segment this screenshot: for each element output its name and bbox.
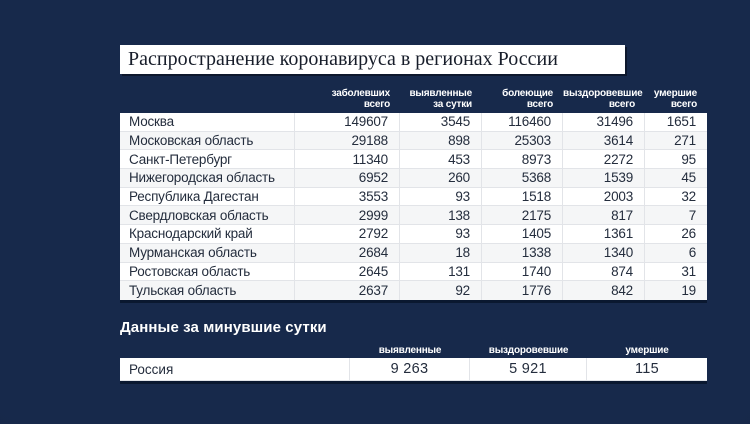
daily-table: выявленные выздоровевшие умершие Россия 9 2… bbox=[120, 345, 707, 384]
region-value-cell: 31496 bbox=[563, 113, 645, 132]
region-value-cell: 32 bbox=[645, 187, 707, 207]
daily-value-cell: 9 263 bbox=[350, 358, 470, 381]
region-value-cell: 6 bbox=[645, 243, 707, 263]
region-value-cell: 3545 bbox=[400, 113, 482, 132]
region-name-cell: Тульская область bbox=[120, 281, 295, 300]
region-value-cell: 874 bbox=[563, 262, 645, 282]
region-value-cell: 92 bbox=[400, 281, 482, 300]
region-value-cell: 817 bbox=[563, 206, 645, 226]
region-name-cell: Московская область bbox=[120, 131, 295, 151]
region-value-cell: 2637 bbox=[295, 281, 400, 300]
region-value-cell: 11340 bbox=[295, 150, 400, 170]
region-value-cell: 131 bbox=[400, 262, 482, 282]
daily-section-label: Данные за минувшие сутки bbox=[120, 319, 327, 336]
region-value-cell: 453 bbox=[400, 150, 482, 170]
region-value-cell: 29188 bbox=[295, 131, 400, 151]
daily-column-header bbox=[120, 345, 350, 358]
region-value-cell: 2645 bbox=[295, 262, 400, 282]
region-column-header: выздоровевшие всего bbox=[563, 88, 643, 110]
region-value-cell: 842 bbox=[563, 281, 645, 300]
region-value-cell: 138 bbox=[400, 206, 482, 226]
region-column-header: заболевших всего bbox=[331, 88, 391, 110]
region-value-cell: 116460 bbox=[482, 113, 563, 132]
daily-table-header-row: выявленные выздоровевшие умершие bbox=[120, 345, 707, 358]
region-value-cell: 95 bbox=[645, 150, 707, 170]
region-name-cell: Ростовская область bbox=[120, 262, 295, 282]
region-row: Тульская область 2637 92 1776 842 19 bbox=[120, 281, 707, 300]
region-value-cell: 1340 bbox=[563, 243, 645, 263]
daily-row: Россия 9 263 5 921 115 bbox=[120, 358, 707, 381]
region-name-cell: Москва bbox=[120, 113, 295, 132]
region-row: Мурманская область 2684 18 1338 1340 6 bbox=[120, 243, 707, 263]
region-value-cell: 19 bbox=[645, 281, 707, 300]
daily-value-cell: 5 921 bbox=[470, 358, 587, 381]
region-value-cell: 1740 bbox=[482, 262, 563, 282]
region-value-cell: 3553 bbox=[295, 187, 400, 207]
region-value-cell: 1338 bbox=[482, 243, 563, 263]
region-value-cell: 31 bbox=[645, 262, 707, 282]
region-value-cell: 6952 bbox=[295, 169, 400, 188]
region-value-cell: 8973 bbox=[482, 150, 563, 170]
region-column-header: выявленные за сутки bbox=[409, 88, 472, 110]
page-title: Распространение коронавируса в регионах … bbox=[120, 45, 625, 74]
region-value-cell: 260 bbox=[400, 169, 482, 188]
region-name-cell: Санкт-Петербург bbox=[120, 150, 295, 170]
region-value-cell: 93 bbox=[400, 225, 482, 244]
region-row: Свердловская область 2999 138 2175 817 7 bbox=[120, 206, 707, 226]
region-value-cell: 7 bbox=[645, 206, 707, 226]
region-row: Москва 149607 3545 116460 31496 1651 bbox=[120, 113, 707, 132]
region-value-cell: 5368 bbox=[482, 169, 563, 188]
region-name-cell: Нижегородская область bbox=[120, 169, 295, 188]
region-value-cell: 149607 bbox=[295, 113, 400, 132]
region-value-cell: 2003 bbox=[563, 187, 645, 207]
region-name-cell: Свердловская область bbox=[120, 206, 295, 226]
region-row: Ростовская область 2645 131 1740 874 31 bbox=[120, 262, 707, 282]
region-row: Нижегородская область 6952 260 5368 1539 45 bbox=[120, 169, 707, 188]
region-name-cell: Мурманская область bbox=[120, 243, 295, 263]
region-value-cell: 1361 bbox=[563, 225, 645, 244]
region-value-cell: 1776 bbox=[482, 281, 563, 300]
daily-column-header: выздоровевшие bbox=[488, 345, 569, 356]
region-value-cell: 2792 bbox=[295, 225, 400, 244]
region-row: Республика Дагестан 3553 93 1518 2003 32 bbox=[120, 187, 707, 207]
region-value-cell: 25303 bbox=[482, 131, 563, 151]
region-row: Краснодарский край 2792 93 1405 1361 26 bbox=[120, 225, 707, 244]
region-row: Санкт-Петербург 11340 453 8973 2272 95 bbox=[120, 150, 707, 170]
regions-table-header-row: заболевших всего выявленные за сутки болею… bbox=[120, 86, 707, 113]
region-value-cell: 2272 bbox=[563, 150, 645, 170]
daily-name-cell: Россия bbox=[120, 358, 350, 381]
daily-column-header: выявленные bbox=[378, 345, 442, 356]
region-value-cell: 271 bbox=[645, 131, 707, 151]
region-column-header: умершие всего bbox=[653, 88, 697, 110]
region-value-cell: 1539 bbox=[563, 169, 645, 188]
page-title-text: Распространение коронавируса в регионах … bbox=[128, 48, 558, 70]
region-value-cell: 2999 bbox=[295, 206, 400, 226]
region-value-cell: 2684 bbox=[295, 243, 400, 263]
regions-table: заболевших всего выявленные за сутки болею… bbox=[120, 86, 707, 303]
region-column-header: болеющие всего bbox=[502, 88, 553, 110]
region-value-cell: 1651 bbox=[645, 113, 707, 132]
daily-value-cell: 115 bbox=[587, 358, 707, 381]
region-value-cell: 18 bbox=[400, 243, 482, 263]
region-name-cell: Краснодарский край bbox=[120, 225, 295, 244]
region-value-cell: 1405 bbox=[482, 225, 563, 244]
daily-column-header: умершие bbox=[625, 345, 669, 356]
region-value-cell: 45 bbox=[645, 169, 707, 188]
region-value-cell: 26 bbox=[645, 225, 707, 244]
region-value-cell: 3614 bbox=[563, 131, 645, 151]
region-value-cell: 898 bbox=[400, 131, 482, 151]
region-name-cell: Республика Дагестан bbox=[120, 187, 295, 207]
region-value-cell: 2175 bbox=[482, 206, 563, 226]
region-value-cell: 1518 bbox=[482, 187, 563, 207]
region-value-cell: 93 bbox=[400, 187, 482, 207]
region-column-header bbox=[120, 86, 295, 113]
region-row: Московская область 29188 898 25303 3614 271 bbox=[120, 131, 707, 151]
